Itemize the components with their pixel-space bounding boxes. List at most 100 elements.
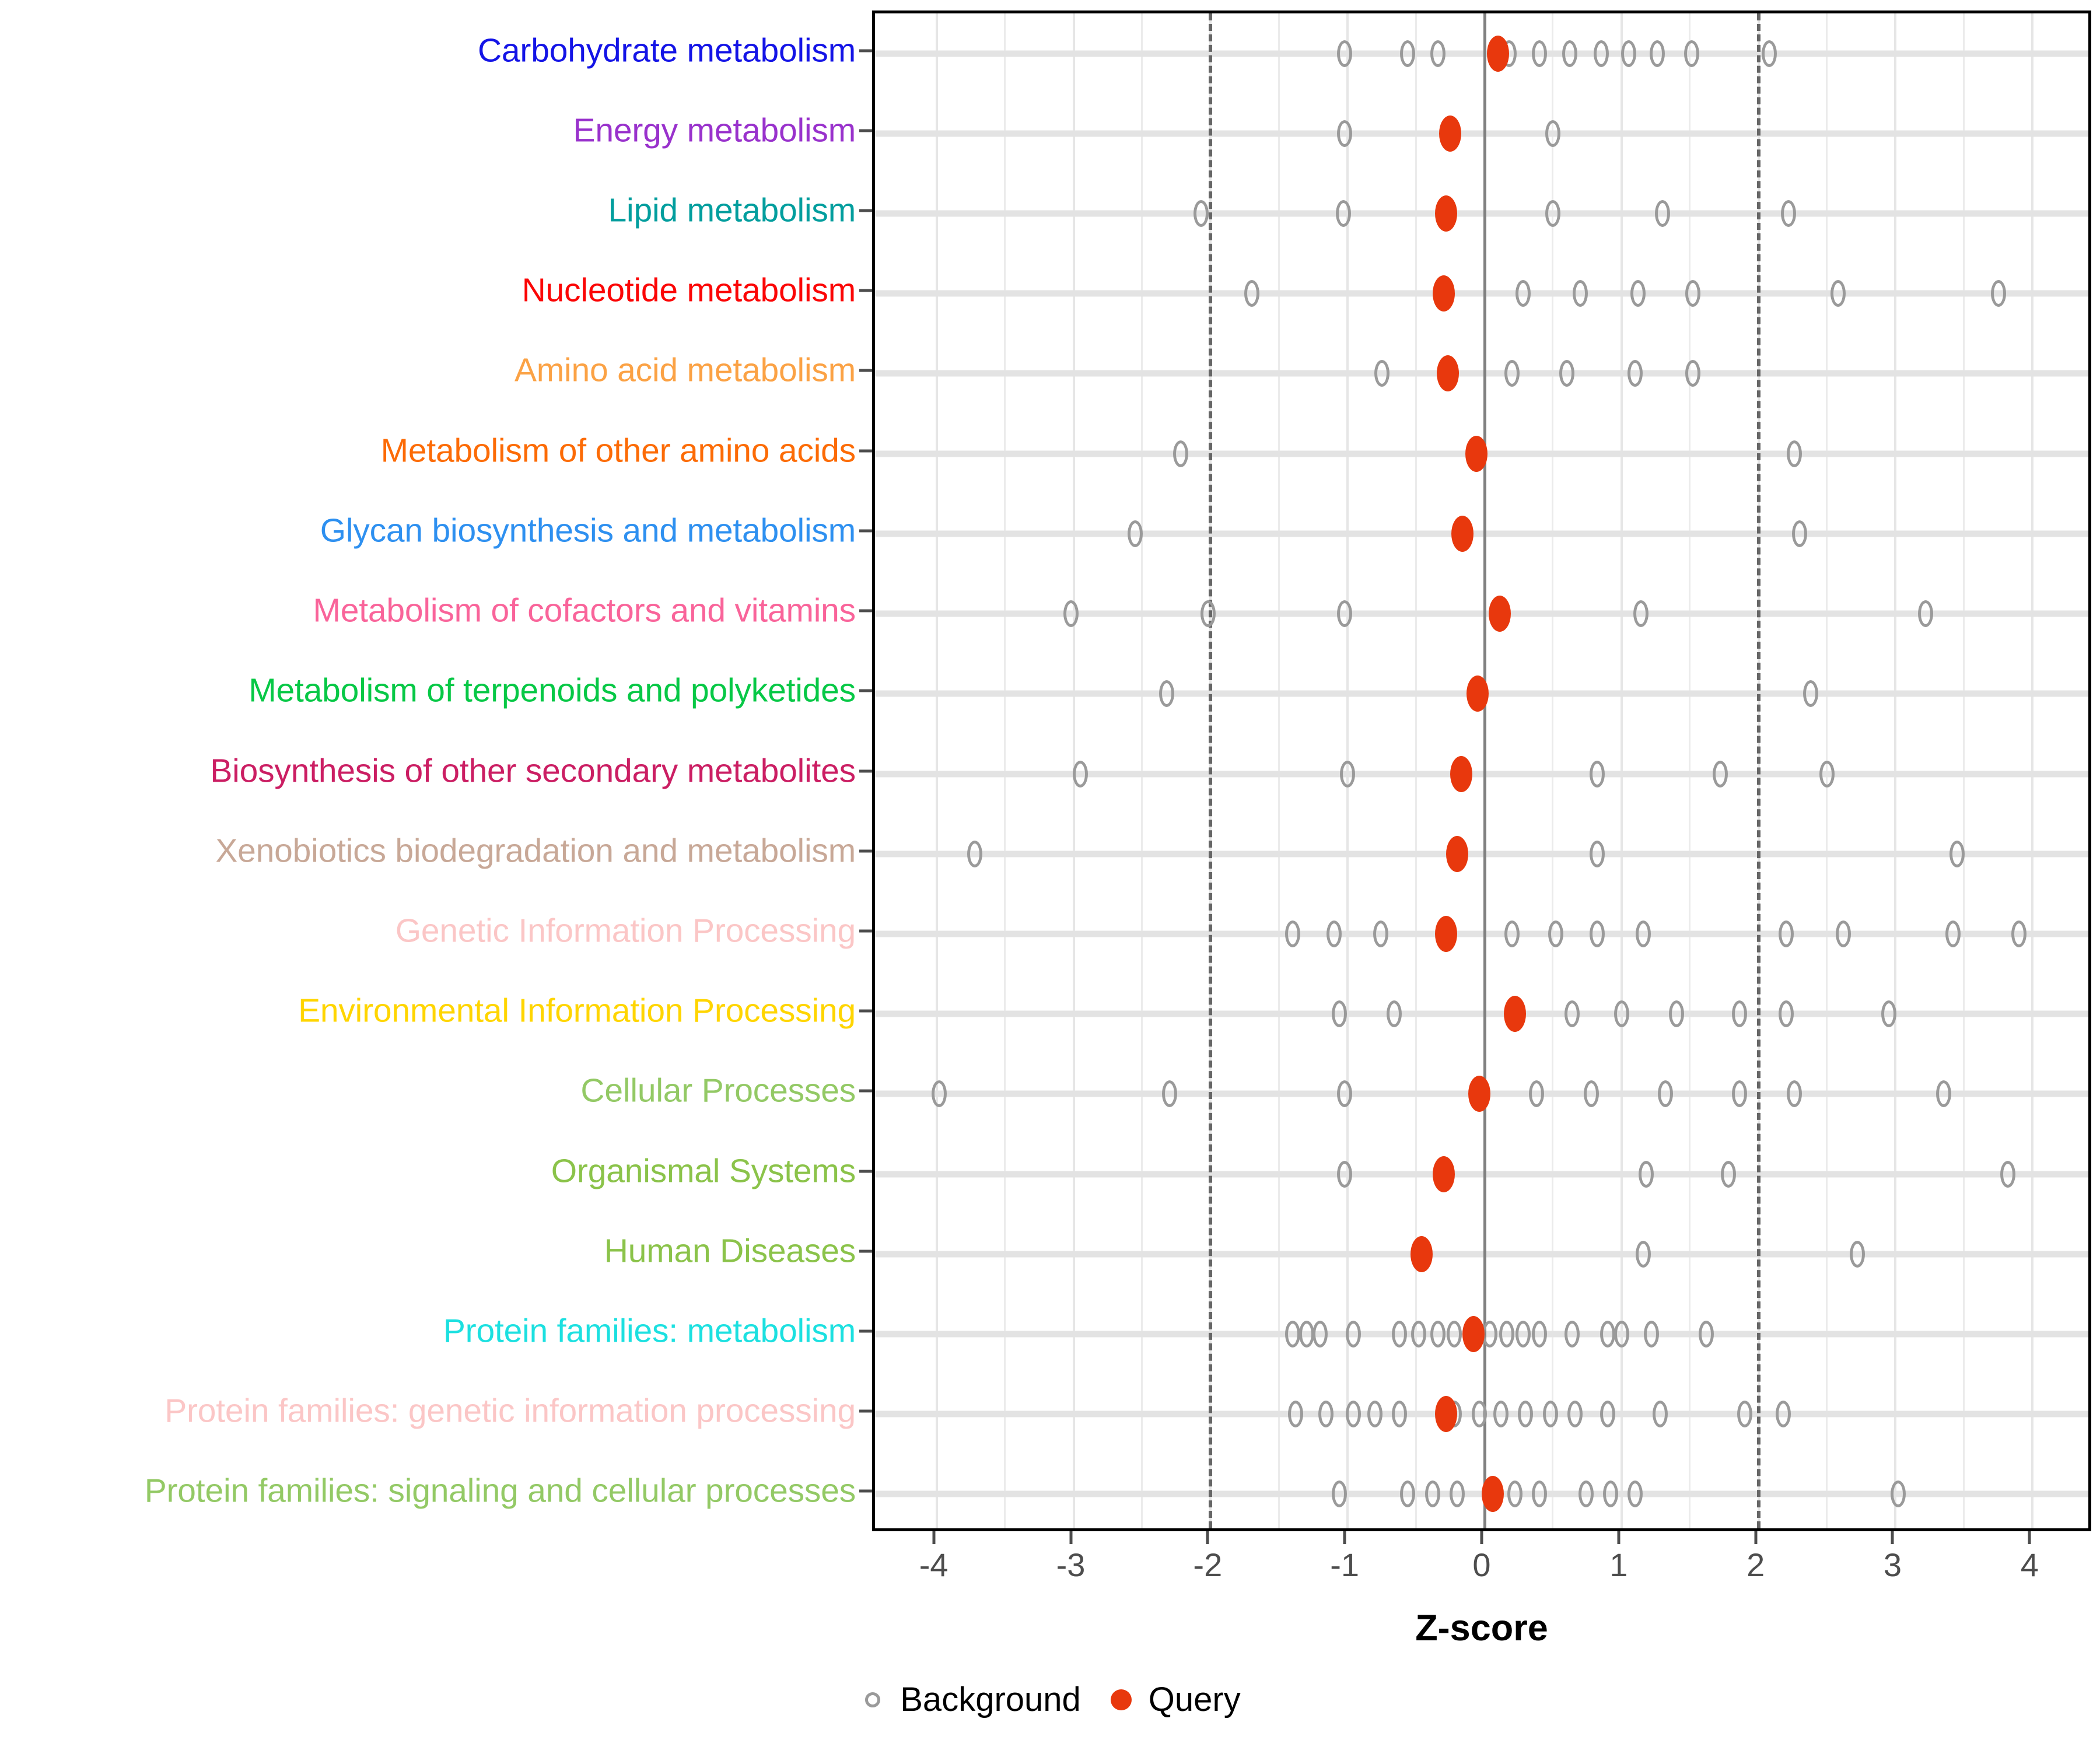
row-gridline	[875, 210, 2088, 217]
background-point	[1400, 40, 1416, 67]
y-axis-tick	[859, 1009, 872, 1013]
background-point	[1332, 1000, 1348, 1028]
background-point	[1600, 1320, 1616, 1348]
y-axis-label: Genetic Information Processing	[395, 912, 856, 950]
query-point	[1482, 1476, 1504, 1513]
background-point	[1778, 1000, 1794, 1028]
row-gridline	[875, 290, 2088, 297]
background-point	[1652, 1401, 1668, 1428]
background-point	[1337, 1160, 1353, 1188]
background-point	[1573, 280, 1588, 307]
background-point	[1945, 920, 1961, 947]
legend: Background Query	[0, 1680, 2100, 1719]
background-point	[1849, 1240, 1865, 1268]
y-axis-tick	[859, 529, 872, 533]
background-point	[1819, 760, 1835, 788]
background-point	[1499, 1320, 1514, 1348]
background-point	[1584, 1080, 1600, 1108]
background-point	[1639, 1160, 1654, 1188]
x-axis-tick	[1343, 1531, 1346, 1544]
x-axis-tick-label: 2	[1746, 1546, 1765, 1583]
y-axis-tick	[859, 1089, 872, 1093]
legend-item-background: Background	[859, 1680, 1081, 1719]
y-axis-label: Lipid metabolism	[608, 191, 856, 229]
background-point	[1447, 1320, 1462, 1348]
y-axis-tick	[859, 849, 872, 853]
background-point	[1781, 200, 1797, 228]
y-axis-tick	[859, 1170, 872, 1173]
background-point	[1545, 200, 1561, 228]
zero-line	[1483, 13, 1486, 1528]
y-axis-tick	[859, 929, 872, 933]
background-point	[967, 840, 983, 867]
y-axis-label: Energy metabolism	[573, 111, 856, 149]
background-point	[1559, 360, 1574, 387]
background-point	[1918, 600, 1934, 628]
x-axis-tick-label: -1	[1330, 1546, 1360, 1583]
y-axis-tick	[859, 1329, 872, 1333]
background-point	[1589, 760, 1605, 788]
background-point	[1450, 1480, 1465, 1508]
background-point	[1531, 1480, 1547, 1508]
x-axis-tick	[2028, 1531, 2031, 1544]
background-point	[1542, 1401, 1558, 1428]
background-point	[1778, 920, 1794, 947]
query-point	[1466, 676, 1489, 712]
y-axis-label: Metabolism of terpenoids and polyketides	[249, 671, 856, 709]
y-axis-label: Glycan biosynthesis and metabolism	[320, 512, 856, 550]
background-point	[1649, 40, 1665, 67]
plot-panel	[872, 10, 2091, 1531]
row-gridline	[875, 610, 2088, 617]
y-axis-label: Protein families: signaling and cellular…	[144, 1472, 856, 1510]
background-point	[1836, 920, 1852, 947]
x-axis-tick	[1891, 1531, 1894, 1544]
y-axis-label: Carbohydrate metabolism	[477, 32, 856, 69]
legend-label-query: Query	[1148, 1681, 1241, 1718]
query-point	[1436, 355, 1459, 392]
background-point	[1567, 1401, 1583, 1428]
background-point	[1881, 1000, 1896, 1028]
background-point	[1332, 1480, 1348, 1508]
query-point	[1465, 435, 1488, 472]
query-point	[1487, 35, 1510, 72]
x-axis-tick	[1617, 1531, 1620, 1544]
background-point	[1518, 1401, 1534, 1428]
background-point	[1340, 760, 1356, 788]
row-gridline	[875, 530, 2088, 537]
background-point	[1430, 1320, 1446, 1348]
background-point	[1193, 200, 1209, 228]
background-point	[1699, 1320, 1714, 1348]
background-point	[2000, 1160, 2016, 1188]
row-gridline	[875, 1251, 2088, 1258]
query-point	[1450, 755, 1473, 792]
background-point	[1345, 1401, 1361, 1428]
background-point	[1731, 1080, 1747, 1108]
row-gridline	[875, 930, 2088, 937]
background-point	[1603, 1480, 1619, 1508]
background-point	[1367, 1401, 1383, 1428]
y-axis-tick	[859, 1250, 872, 1253]
query-point	[1435, 915, 1458, 952]
background-point	[1326, 920, 1342, 947]
x-axis-tick	[1754, 1531, 1758, 1544]
background-point	[1337, 120, 1353, 147]
query-point	[1435, 1396, 1458, 1433]
row-gridline	[875, 1171, 2088, 1178]
background-point	[1244, 280, 1259, 307]
y-axis-tick	[859, 209, 872, 212]
x-axis-tick	[1069, 1531, 1072, 1544]
row-gridline	[875, 50, 2088, 57]
background-point	[1762, 40, 1777, 67]
filled-circle-icon	[1108, 1686, 1135, 1713]
background-point	[1430, 40, 1446, 67]
background-point	[1285, 1320, 1301, 1348]
background-point	[1424, 1480, 1440, 1508]
background-point	[1685, 280, 1700, 307]
x-axis: -4 -3 -2 -1 0 1 2 3 4	[872, 1531, 2091, 1625]
background-point	[1630, 280, 1646, 307]
x-axis-tick	[932, 1531, 936, 1544]
x-axis-tick-label: -4	[919, 1546, 949, 1583]
row-gridline	[875, 771, 2088, 777]
background-point	[1721, 1160, 1736, 1188]
